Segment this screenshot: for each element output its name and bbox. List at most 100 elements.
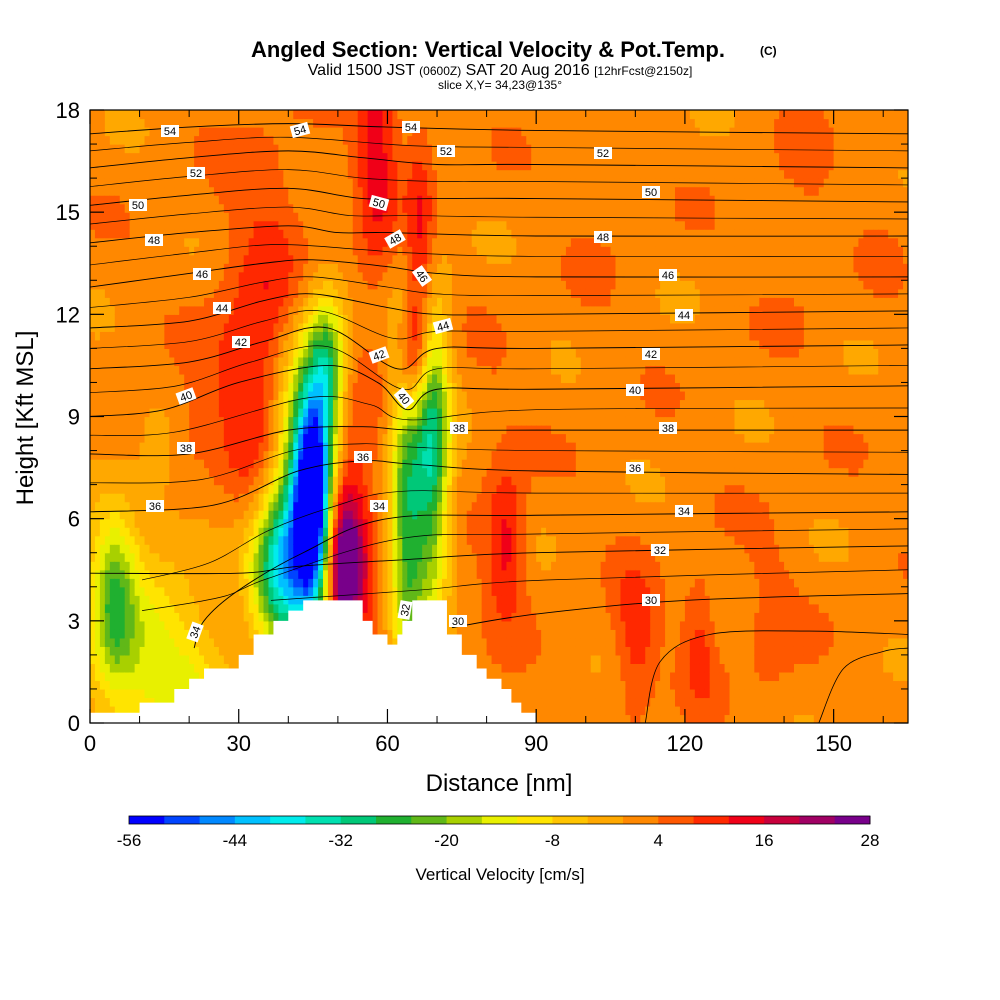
- velocity-cell: [342, 356, 349, 367]
- velocity-cell: [417, 442, 423, 452]
- velocity-cell: [179, 220, 185, 230]
- velocity-cell: [263, 118, 270, 128]
- velocity-cell: [243, 586, 250, 596]
- velocity-cell: [228, 365, 235, 375]
- velocity-cell: [179, 671, 185, 682]
- velocity-cell: [228, 203, 235, 213]
- velocity-cell: [392, 620, 398, 630]
- velocity-cell: [387, 603, 394, 613]
- velocity-cell: [313, 271, 319, 281]
- velocity-cell: [298, 305, 304, 315]
- velocity-cell: [223, 322, 230, 332]
- velocity-cell: [362, 399, 369, 409]
- velocity-cell: [357, 348, 364, 358]
- velocity-cell: [149, 314, 156, 324]
- velocity-cell: [352, 203, 359, 213]
- velocity-cell: [332, 297, 339, 307]
- velocity-cell: [367, 152, 374, 162]
- velocity-cell: [273, 220, 279, 230]
- velocity-cell: [387, 195, 394, 205]
- velocity-cell: [303, 144, 309, 154]
- velocity-cell: [233, 442, 240, 452]
- velocity-cell: [407, 195, 413, 205]
- velocity-cell: [94, 339, 101, 349]
- velocity-cell: [154, 331, 161, 341]
- velocity-cell: [129, 680, 136, 690]
- velocity-cell: [427, 595, 433, 605]
- velocity-cell: [417, 390, 423, 401]
- velocity-cell: [347, 263, 354, 273]
- velocity-cell: [288, 288, 294, 298]
- velocity-cell: [189, 212, 195, 222]
- velocity-cell: [99, 425, 106, 435]
- velocity-cell: [204, 535, 210, 545]
- velocity-cell: [347, 450, 354, 460]
- velocity-cell: [422, 314, 428, 324]
- velocity-cell: [318, 493, 324, 503]
- velocity-cell: [99, 203, 106, 213]
- velocity-cell: [427, 518, 433, 528]
- velocity-cell: [278, 195, 284, 205]
- velocity-cell: [412, 288, 418, 298]
- velocity-cell: [104, 654, 111, 665]
- velocity-cell: [218, 178, 225, 188]
- velocity-cell: [303, 544, 309, 554]
- velocity-cell: [367, 578, 374, 588]
- velocity-cell: [233, 484, 240, 494]
- velocity-cell: [243, 569, 250, 579]
- velocity-cell: [114, 110, 121, 120]
- velocity-cell: [189, 178, 195, 188]
- velocity-cell: [208, 569, 215, 579]
- velocity-cell: [109, 186, 116, 196]
- velocity-cell: [323, 195, 329, 205]
- velocity-cell: [377, 373, 384, 384]
- velocity-cell: [283, 425, 289, 435]
- velocity-cell: [94, 152, 101, 162]
- velocity-cell: [124, 305, 131, 315]
- velocity-cell: [149, 365, 156, 375]
- velocity-cell: [422, 118, 428, 128]
- velocity-cell: [268, 297, 275, 307]
- velocity-cell: [154, 339, 161, 349]
- velocity-cell: [283, 110, 289, 120]
- velocity-cell: [90, 416, 96, 426]
- velocity-cell: [397, 203, 403, 213]
- velocity-cell: [342, 144, 349, 154]
- velocity-cell: [298, 254, 304, 264]
- velocity-cell: [387, 450, 394, 460]
- velocity-cell: [417, 178, 423, 188]
- velocity-cell: [253, 484, 260, 494]
- velocity-cell: [407, 152, 413, 162]
- velocity-cell: [327, 450, 334, 460]
- velocity-cell: [199, 331, 205, 341]
- velocity-cell: [189, 425, 195, 435]
- velocity-cell: [298, 314, 304, 324]
- velocity-cell: [233, 646, 240, 656]
- velocity-cell: [392, 595, 398, 605]
- velocity-cell: [397, 110, 403, 120]
- velocity-cell: [149, 629, 156, 639]
- velocity-cell: [139, 135, 146, 145]
- velocity-cell: [154, 680, 161, 690]
- velocity-cell: [159, 254, 165, 264]
- velocity-cell: [233, 195, 240, 205]
- velocity-cell: [278, 229, 284, 239]
- velocity-cell: [417, 280, 423, 290]
- velocity-cell: [407, 484, 413, 494]
- velocity-cell: [243, 459, 250, 469]
- velocity-cell: [134, 493, 141, 503]
- velocity-cell: [402, 450, 408, 460]
- velocity-cell: [194, 127, 200, 137]
- velocity-cell: [154, 646, 161, 656]
- velocity-cell: [149, 544, 156, 554]
- velocity-cell: [243, 390, 250, 401]
- velocity-cell: [268, 620, 275, 630]
- velocity-cell: [258, 620, 265, 630]
- velocity-cell: [367, 161, 374, 171]
- velocity-cell: [238, 237, 245, 247]
- velocity-cell: [208, 629, 215, 639]
- velocity-cell: [308, 595, 314, 605]
- velocity-cell: [144, 544, 151, 554]
- velocity-cell: [134, 399, 141, 409]
